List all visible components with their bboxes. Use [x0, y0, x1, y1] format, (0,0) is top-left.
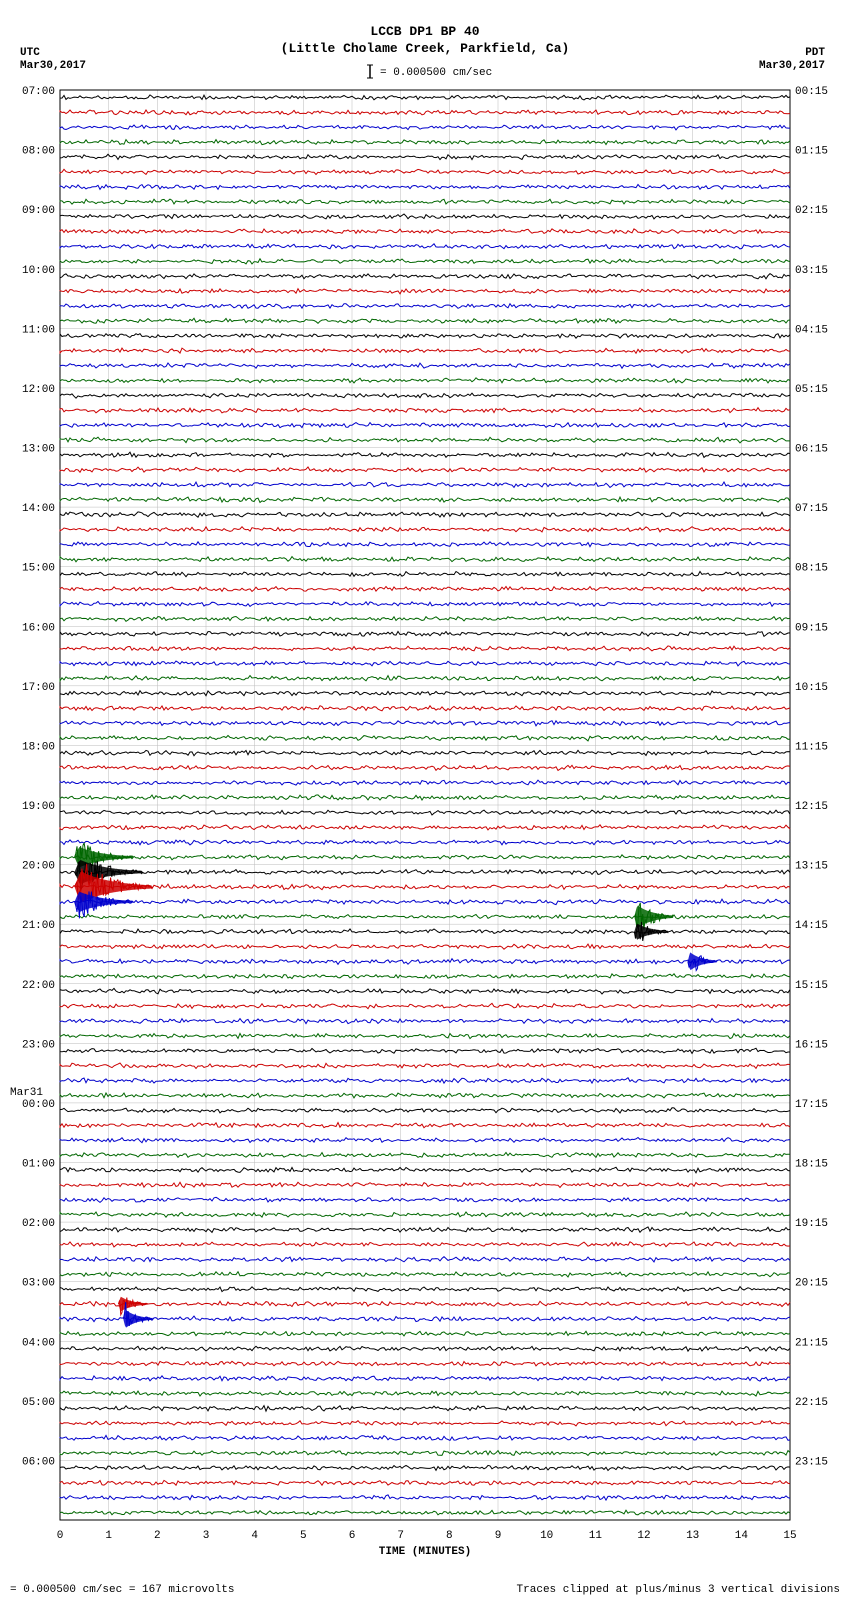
svg-text:23:00: 23:00 [22, 1039, 55, 1051]
svg-text:11:00: 11:00 [22, 324, 55, 336]
svg-text:16:00: 16:00 [22, 622, 55, 634]
svg-text:05:15: 05:15 [795, 384, 828, 396]
svg-text:3: 3 [203, 1530, 210, 1542]
svg-text:01:15: 01:15 [795, 146, 828, 158]
svg-text:15: 15 [783, 1530, 796, 1542]
svg-text:9: 9 [495, 1530, 502, 1542]
svg-text:02:15: 02:15 [795, 205, 828, 217]
svg-text:01:00: 01:00 [22, 1159, 55, 1171]
svg-text:13:00: 13:00 [22, 444, 55, 456]
svg-text:TIME (MINUTES): TIME (MINUTES) [379, 1546, 471, 1558]
svg-text:13:15: 13:15 [795, 861, 828, 873]
footer-left: = 0.000500 cm/sec = 167 microvolts [10, 1584, 234, 1596]
svg-text:21:15: 21:15 [795, 1337, 828, 1349]
svg-text:19:00: 19:00 [22, 801, 55, 813]
svg-text:13: 13 [686, 1530, 699, 1542]
svg-text:08:00: 08:00 [22, 146, 55, 158]
svg-text:2: 2 [154, 1530, 161, 1542]
svg-text:12:15: 12:15 [795, 801, 828, 813]
svg-text:12:00: 12:00 [22, 384, 55, 396]
svg-text:09:00: 09:00 [22, 205, 55, 217]
svg-text:(Little Cholame Creek, Parkfie: (Little Cholame Creek, Parkfield, Ca) [281, 41, 570, 56]
footer: = 0.000500 cm/sec = 167 microvolts Trace… [0, 1580, 850, 1600]
svg-text:14: 14 [735, 1530, 749, 1542]
svg-text:18:15: 18:15 [795, 1159, 828, 1171]
svg-text:= 0.000500 cm/sec: = 0.000500 cm/sec [380, 67, 492, 79]
svg-text:17:00: 17:00 [22, 682, 55, 694]
svg-text:07:00: 07:00 [22, 86, 55, 98]
svg-text:10:15: 10:15 [795, 682, 828, 694]
svg-text:17:15: 17:15 [795, 1099, 828, 1111]
svg-text:05:00: 05:00 [22, 1397, 55, 1409]
svg-text:23:15: 23:15 [795, 1456, 828, 1468]
svg-text:04:00: 04:00 [22, 1337, 55, 1349]
svg-text:10:00: 10:00 [22, 265, 55, 277]
svg-text:09:15: 09:15 [795, 622, 828, 634]
svg-text:20:15: 20:15 [795, 1278, 828, 1290]
svg-text:LCCB DP1 BP 40: LCCB DP1 BP 40 [370, 24, 479, 39]
svg-text:PDT: PDT [805, 47, 825, 59]
svg-text:Mar30,2017: Mar30,2017 [759, 60, 825, 72]
svg-text:Mar30,2017: Mar30,2017 [20, 60, 86, 72]
svg-text:4: 4 [251, 1530, 258, 1542]
svg-text:16:15: 16:15 [795, 1039, 828, 1051]
svg-text:6: 6 [349, 1530, 356, 1542]
footer-right: Traces clipped at plus/minus 3 vertical … [517, 1584, 840, 1596]
svg-text:7: 7 [397, 1530, 404, 1542]
svg-text:UTC: UTC [20, 47, 40, 59]
svg-text:11:15: 11:15 [795, 741, 828, 753]
svg-text:5: 5 [300, 1530, 307, 1542]
svg-text:00:00: 00:00 [22, 1099, 55, 1111]
svg-text:Mar31: Mar31 [10, 1087, 43, 1099]
svg-text:19:15: 19:15 [795, 1218, 828, 1230]
svg-text:03:00: 03:00 [22, 1278, 55, 1290]
svg-text:15:15: 15:15 [795, 980, 828, 992]
svg-text:14:15: 14:15 [795, 920, 828, 932]
svg-text:0: 0 [57, 1530, 64, 1542]
svg-text:10: 10 [540, 1530, 553, 1542]
svg-text:06:00: 06:00 [22, 1456, 55, 1468]
svg-text:04:15: 04:15 [795, 324, 828, 336]
svg-text:02:00: 02:00 [22, 1218, 55, 1230]
svg-text:21:00: 21:00 [22, 920, 55, 932]
svg-text:22:15: 22:15 [795, 1397, 828, 1409]
svg-text:08:15: 08:15 [795, 563, 828, 575]
svg-text:06:15: 06:15 [795, 444, 828, 456]
svg-text:1: 1 [105, 1530, 112, 1542]
svg-text:18:00: 18:00 [22, 741, 55, 753]
svg-text:12: 12 [637, 1530, 650, 1542]
svg-text:11: 11 [589, 1530, 603, 1542]
svg-text:22:00: 22:00 [22, 980, 55, 992]
svg-text:03:15: 03:15 [795, 265, 828, 277]
svg-text:07:15: 07:15 [795, 503, 828, 515]
svg-text:20:00: 20:00 [22, 861, 55, 873]
svg-text:14:00: 14:00 [22, 503, 55, 515]
svg-text:00:15: 00:15 [795, 86, 828, 98]
svg-text:15:00: 15:00 [22, 563, 55, 575]
seismogram-chart: UTCMar30,2017PDTMar30,2017LCCB DP1 BP 40… [0, 0, 850, 1580]
svg-text:8: 8 [446, 1530, 453, 1542]
